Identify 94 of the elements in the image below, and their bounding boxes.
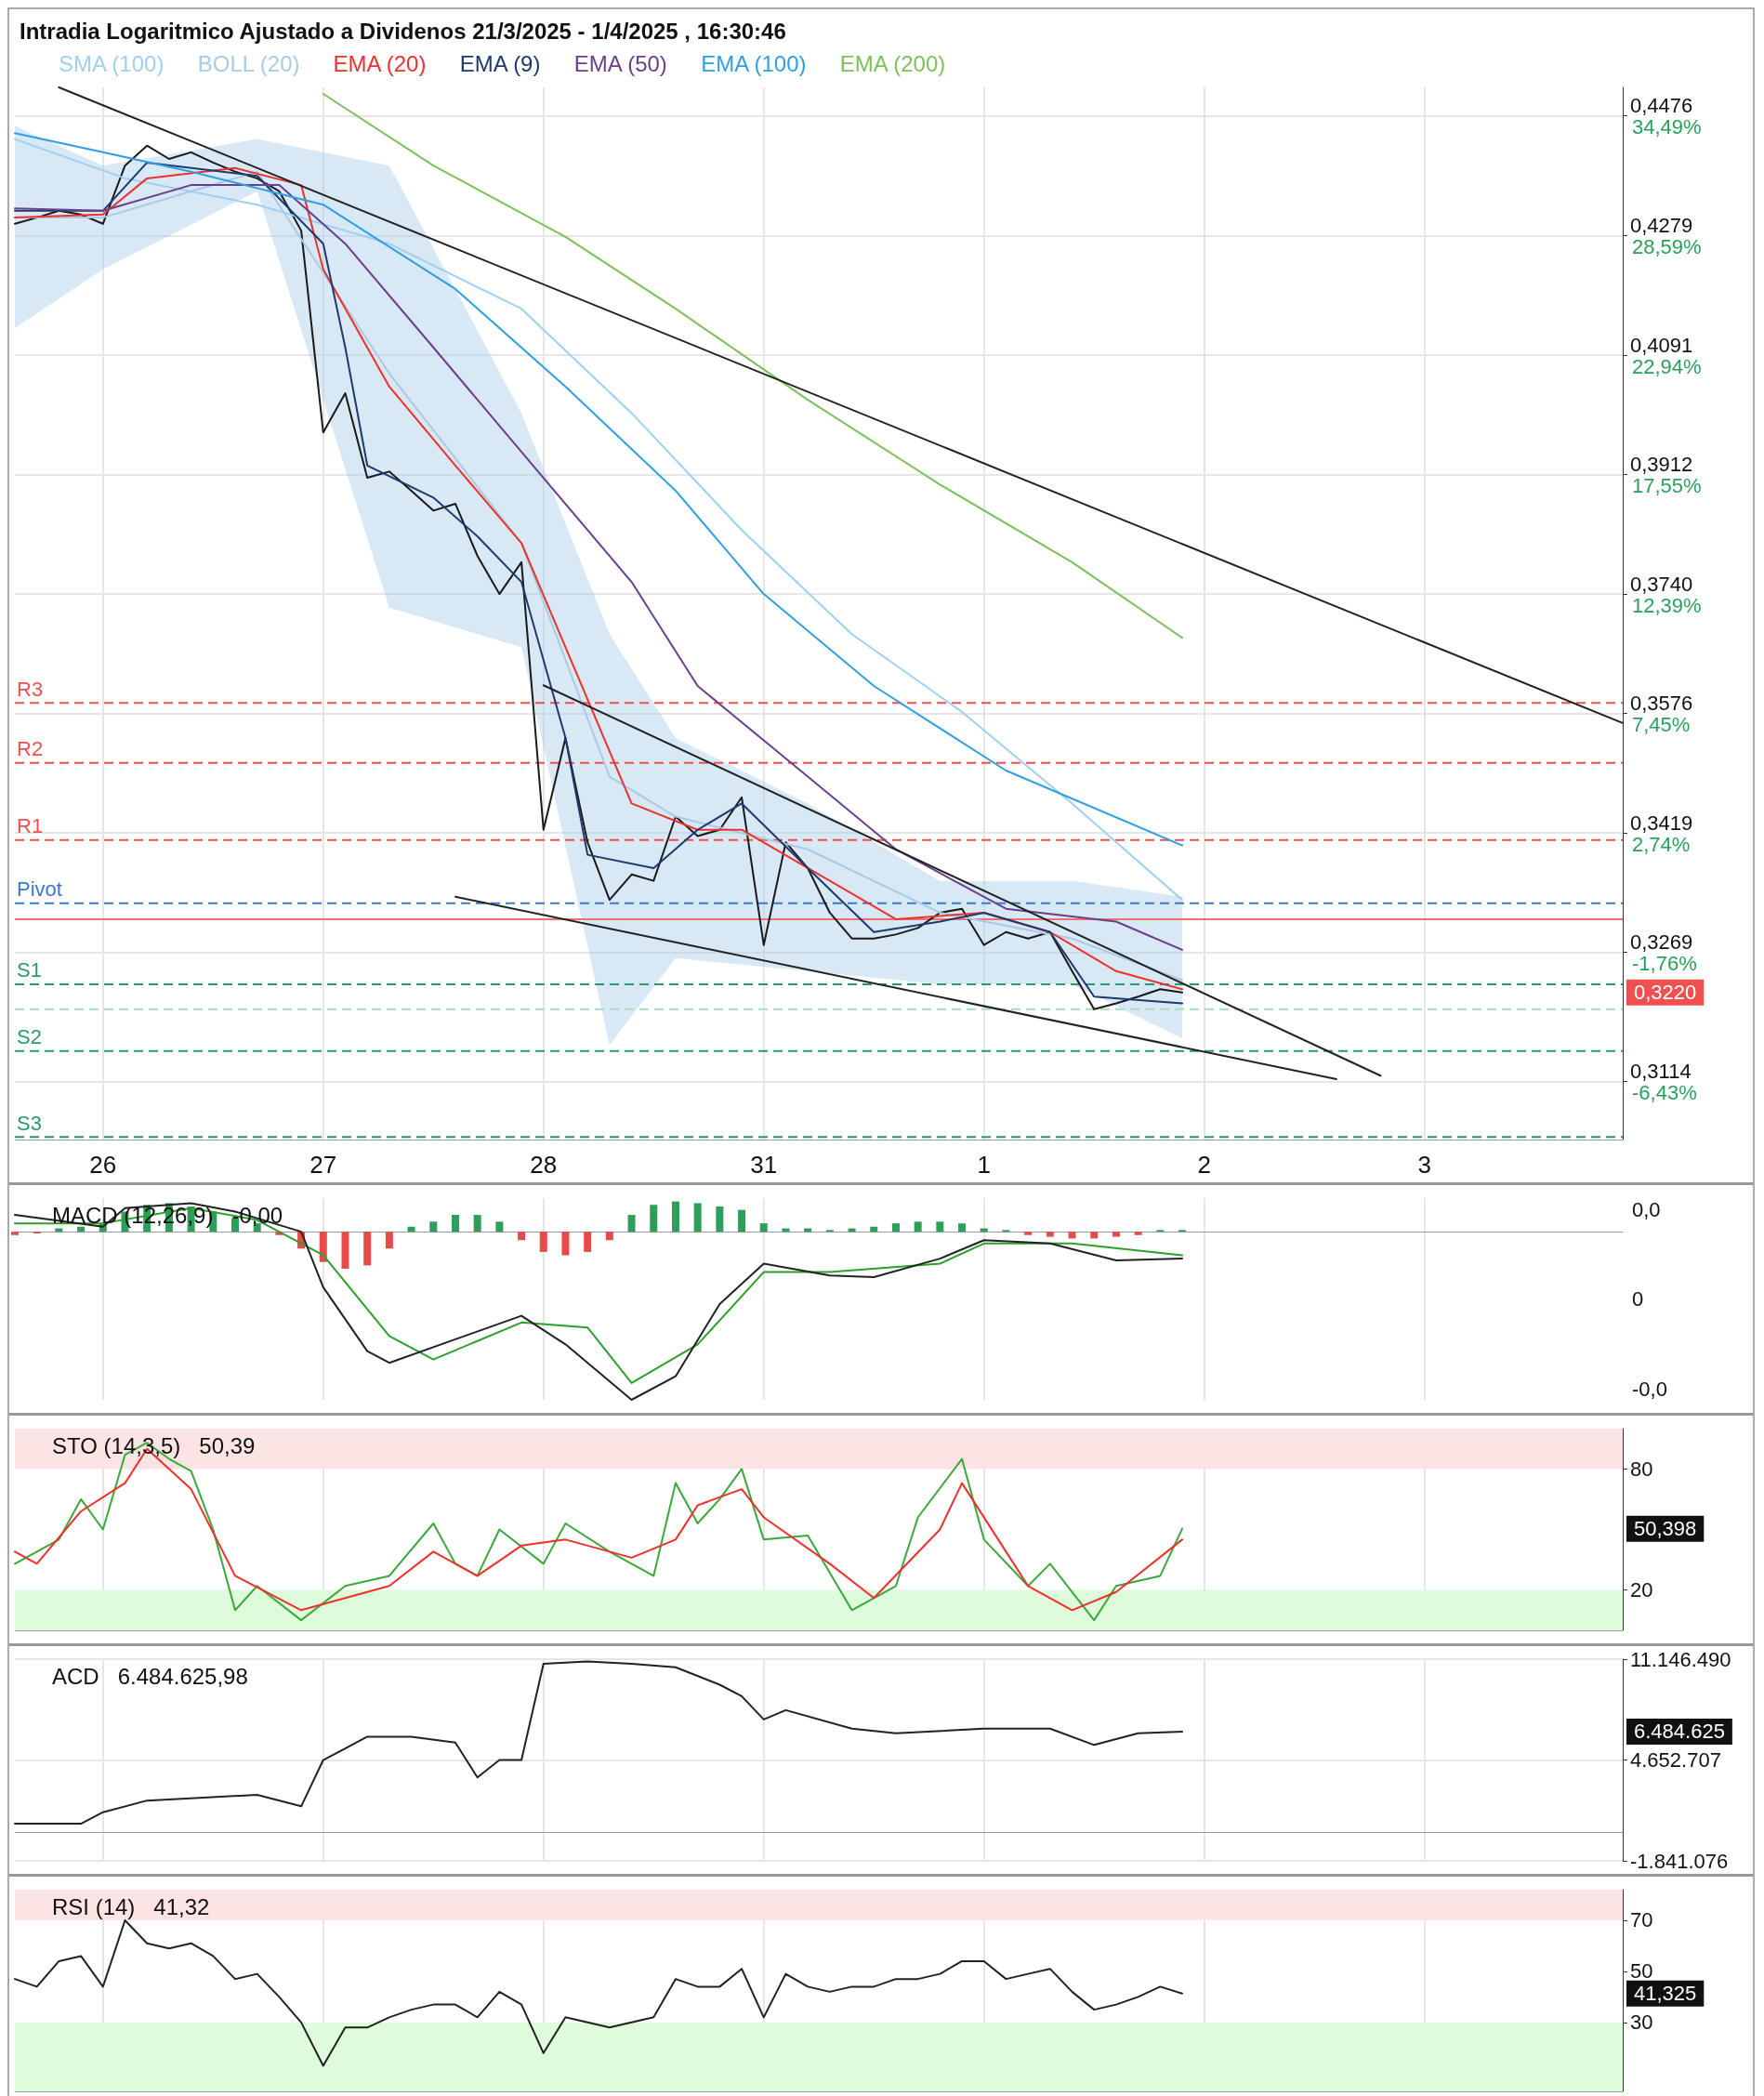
bar (958, 1223, 967, 1233)
y-tick-label: 11.146.490 (1630, 1647, 1731, 1671)
ref-line-label: S3 (17, 1111, 42, 1135)
x-tick-label: 31 (750, 1151, 778, 1179)
text: 34,49% (1632, 115, 1702, 139)
y-tick-label: 4.652.707 (1630, 1748, 1721, 1772)
bar (584, 1232, 592, 1252)
y-tick-label: 0,4476 (1630, 94, 1693, 118)
bar (693, 1203, 702, 1233)
bar (1068, 1232, 1076, 1239)
bar (650, 1205, 658, 1233)
text: 7,45% (1632, 713, 1691, 736)
line-series (14, 1660, 1184, 1826)
text: 2,74% (1632, 832, 1691, 856)
bar (1046, 1232, 1054, 1237)
text: -1,76% (1632, 952, 1697, 976)
bar (716, 1206, 724, 1233)
chart-title: ACD 6.484.625,98 (52, 1663, 248, 1689)
text: 12,39% (1632, 593, 1702, 617)
x-tick-label: 26 (89, 1151, 117, 1179)
bar (451, 1215, 459, 1233)
bar (1134, 1232, 1142, 1235)
y-tick-label: 0,4279 (1630, 213, 1693, 237)
bar (11, 1232, 19, 1235)
bar (77, 1226, 86, 1233)
chart-title: Intradia Logaritmico Ajustado a Dividenos 21/3/2025 - 1/4/2025 , 16:30:46 (20, 18, 786, 44)
chart-title: RSI (14) 41,32 (52, 1893, 210, 1919)
bar (341, 1232, 349, 1269)
text: EMA (20) (333, 50, 427, 76)
bar (561, 1232, 570, 1256)
y-tick-label: 0,3114 (1630, 1060, 1692, 1084)
bar (429, 1221, 438, 1233)
bar (473, 1215, 481, 1233)
y-tick-label: 0,3912 (1630, 452, 1693, 476)
bar (936, 1221, 944, 1233)
x-tick-label: 27 (309, 1151, 337, 1179)
text: 41,325 (1634, 1982, 1697, 2006)
text: 17,55% (1632, 473, 1702, 497)
bar (1024, 1232, 1033, 1235)
text: 0,3220 (1634, 981, 1697, 1005)
bar (914, 1221, 922, 1233)
y-tick-label: 80 (1630, 1457, 1653, 1481)
y-tick-label: 30 (1630, 2010, 1653, 2035)
bar (1112, 1232, 1120, 1237)
ref-line-label: R1 (17, 814, 44, 838)
text: -0,0 (1632, 1377, 1667, 1401)
text: EMA (100) (701, 50, 807, 76)
text: 50,398 (1634, 1517, 1697, 1541)
bar (627, 1215, 636, 1233)
text: EMA (200) (839, 50, 946, 76)
text: EMA (50) (573, 50, 667, 76)
bar (870, 1226, 878, 1233)
text: BOLL (20) (197, 50, 300, 76)
bar (385, 1232, 393, 1249)
ref-line-label: Pivot (17, 877, 62, 902)
x-tick-label: 28 (530, 1151, 558, 1179)
y-tick-label: 0,3269 (1630, 930, 1693, 955)
ref-line-label: S1 (17, 958, 42, 982)
bar (363, 1232, 372, 1266)
text: 0 (1632, 1287, 1644, 1311)
bar (671, 1201, 679, 1233)
text: 6.484.625 (1634, 1720, 1725, 1744)
text: 28,59% (1632, 234, 1702, 258)
y-tick-label: 0,4091 (1630, 333, 1693, 357)
bar (605, 1232, 613, 1241)
ref-line-label: R2 (17, 737, 44, 761)
y-tick-label: 70 (1630, 1908, 1653, 1932)
line-series (14, 1918, 1184, 2067)
x-tick-label: 1 (977, 1151, 991, 1179)
bar (1090, 1232, 1099, 1239)
y-tick-label: 50 (1630, 1959, 1653, 1984)
bar (738, 1209, 746, 1233)
y-tick-label: -1.841.076 (1630, 1849, 1729, 1873)
y-tick-label: 0,3740 (1630, 572, 1693, 596)
y-tick-label: 0,3576 (1630, 692, 1693, 715)
bar (319, 1232, 327, 1262)
x-tick-label: 3 (1417, 1151, 1431, 1179)
bar (759, 1223, 768, 1233)
bar (495, 1221, 504, 1233)
ref-line-label: R3 (17, 677, 44, 701)
chart-title: STO (14,3,5) 50,39 (52, 1432, 256, 1458)
text: -6,43% (1632, 1081, 1697, 1105)
y-tick-label: 20 (1630, 1578, 1653, 1602)
y-tick-label: 0,3419 (1630, 811, 1693, 835)
text: EMA (9) (459, 50, 541, 76)
bar (539, 1232, 547, 1252)
bar (518, 1232, 526, 1241)
text: 22,94% (1632, 354, 1702, 378)
ref-line-label: S2 (17, 1025, 42, 1049)
text: 0,0 (1632, 1197, 1661, 1221)
bar (891, 1223, 900, 1233)
x-tick-label: 2 (1197, 1151, 1211, 1179)
bar (407, 1226, 415, 1233)
text: SMA (100) (59, 50, 165, 76)
